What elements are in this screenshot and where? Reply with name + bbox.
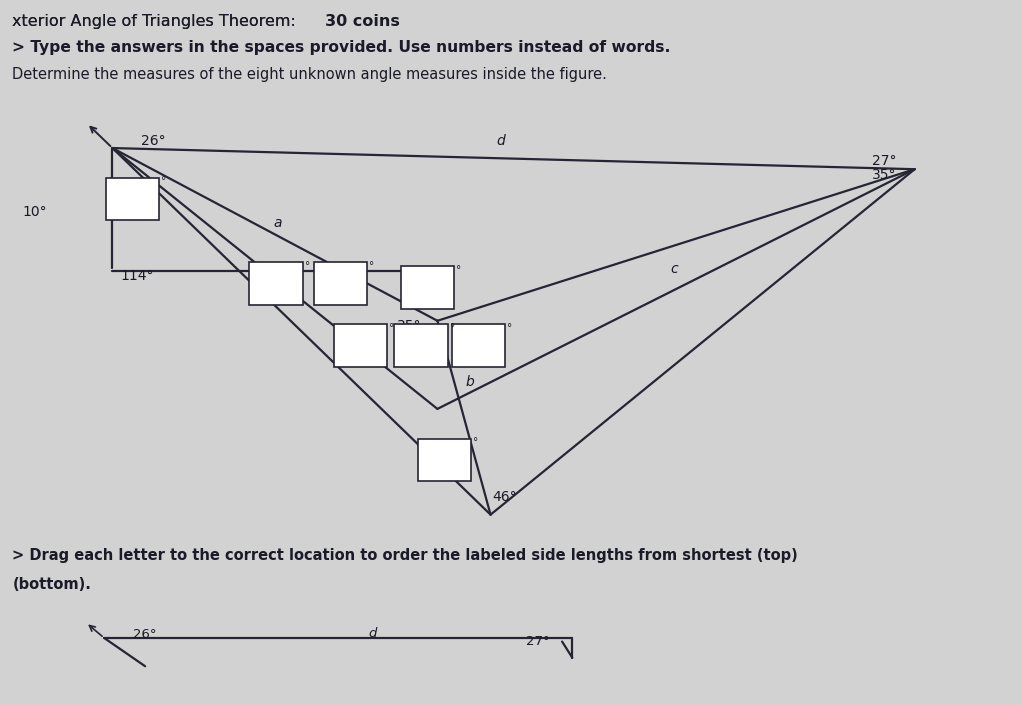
Text: Determine the measures of the eight unknown angle measures inside the figure.: Determine the measures of the eight unkn… xyxy=(12,67,607,82)
Text: 27°: 27° xyxy=(872,154,896,168)
FancyBboxPatch shape xyxy=(401,266,454,309)
Text: 35°: 35° xyxy=(872,168,896,182)
FancyBboxPatch shape xyxy=(334,324,387,367)
Text: 114°: 114° xyxy=(121,269,154,283)
Text: > Type the answers in the spaces provided. Use numbers instead of words.: > Type the answers in the spaces provide… xyxy=(12,40,670,55)
Text: °: ° xyxy=(161,176,167,186)
Text: °: ° xyxy=(473,437,478,447)
Text: 30 coins: 30 coins xyxy=(325,14,400,29)
Text: 46°: 46° xyxy=(493,490,517,504)
FancyBboxPatch shape xyxy=(106,178,159,220)
FancyBboxPatch shape xyxy=(249,262,303,305)
Text: °: ° xyxy=(507,323,512,333)
Text: d: d xyxy=(497,134,505,148)
FancyBboxPatch shape xyxy=(394,324,448,367)
Text: 26°: 26° xyxy=(133,628,156,641)
Text: (bottom).: (bottom). xyxy=(12,577,91,591)
Text: a: a xyxy=(274,216,282,231)
FancyBboxPatch shape xyxy=(418,439,471,481)
Text: °: ° xyxy=(450,323,455,333)
Text: xterior Angle of Triangles Theorem:: xterior Angle of Triangles Theorem: xyxy=(12,14,301,29)
Text: °: ° xyxy=(369,261,374,271)
Text: b: b xyxy=(466,375,474,389)
FancyBboxPatch shape xyxy=(452,324,505,367)
Text: 10°: 10° xyxy=(22,204,47,219)
FancyBboxPatch shape xyxy=(314,262,367,305)
Text: 27°: 27° xyxy=(526,635,550,648)
Text: xterior Angle of Triangles Theorem:: xterior Angle of Triangles Theorem: xyxy=(12,14,301,29)
Text: °: ° xyxy=(389,323,394,333)
Text: °: ° xyxy=(305,261,310,271)
Text: 26°: 26° xyxy=(141,134,166,148)
Text: c: c xyxy=(670,262,679,276)
Text: 35°: 35° xyxy=(397,319,421,333)
Text: °: ° xyxy=(456,265,461,275)
Text: d: d xyxy=(369,627,377,639)
Text: > Drag each letter to the correct location to order the labeled side lengths fro: > Drag each letter to the correct locati… xyxy=(12,548,798,563)
